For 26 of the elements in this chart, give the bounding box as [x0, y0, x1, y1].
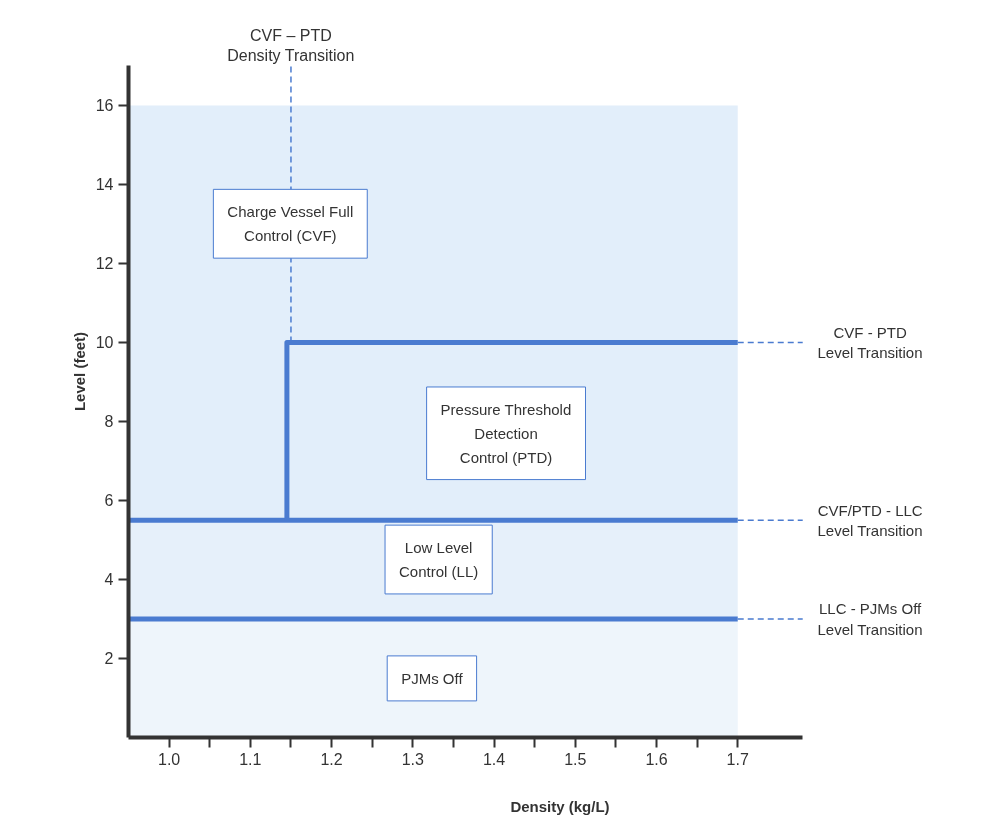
annotation: Pressure Threshold Detection Control (PTD): [440, 400, 572, 466]
x-tick-label: 1.4: [482, 750, 506, 768]
y-tick-label: 4: [104, 571, 114, 589]
y-tick-label: 6: [104, 492, 114, 510]
y-tick-label: 2: [104, 650, 114, 668]
y-tick-label: 12: [95, 255, 114, 273]
x-axis-title: Density (kg/L): [510, 797, 610, 815]
annotation: Low Level Control (LL): [399, 539, 479, 580]
x-tick-label: 1.3: [401, 750, 425, 768]
x-tick-label: 1.0: [157, 750, 181, 768]
x-tick-label: 1.5: [564, 750, 587, 768]
ref-line-label: CVF – PTD Density Transition: [227, 26, 355, 64]
x-tick-label: 1.1: [239, 750, 262, 768]
ref-line-label: CVF/PTD - LLC Level Transition: [817, 501, 923, 539]
y-tick-label: 8: [104, 413, 114, 431]
annotation: Charge Vessel Full Control (CVF): [227, 203, 354, 245]
x-tick-label: 1.7: [726, 750, 749, 768]
ref-line-label: CVF - PTD Level Transition: [817, 323, 923, 362]
annotation: PJMs Off: [401, 669, 464, 687]
y-tick-label: 14: [95, 176, 114, 194]
x-tick-label: 1.6: [645, 750, 668, 768]
y-axis-title: Level (feet): [70, 331, 88, 412]
y-tick-label: 16: [95, 97, 114, 115]
ref-line-label: LLC - PJMs Off Level Transition: [817, 600, 923, 638]
y-tick-label: 10: [95, 334, 114, 352]
x-tick-label: 1.2: [320, 750, 343, 768]
